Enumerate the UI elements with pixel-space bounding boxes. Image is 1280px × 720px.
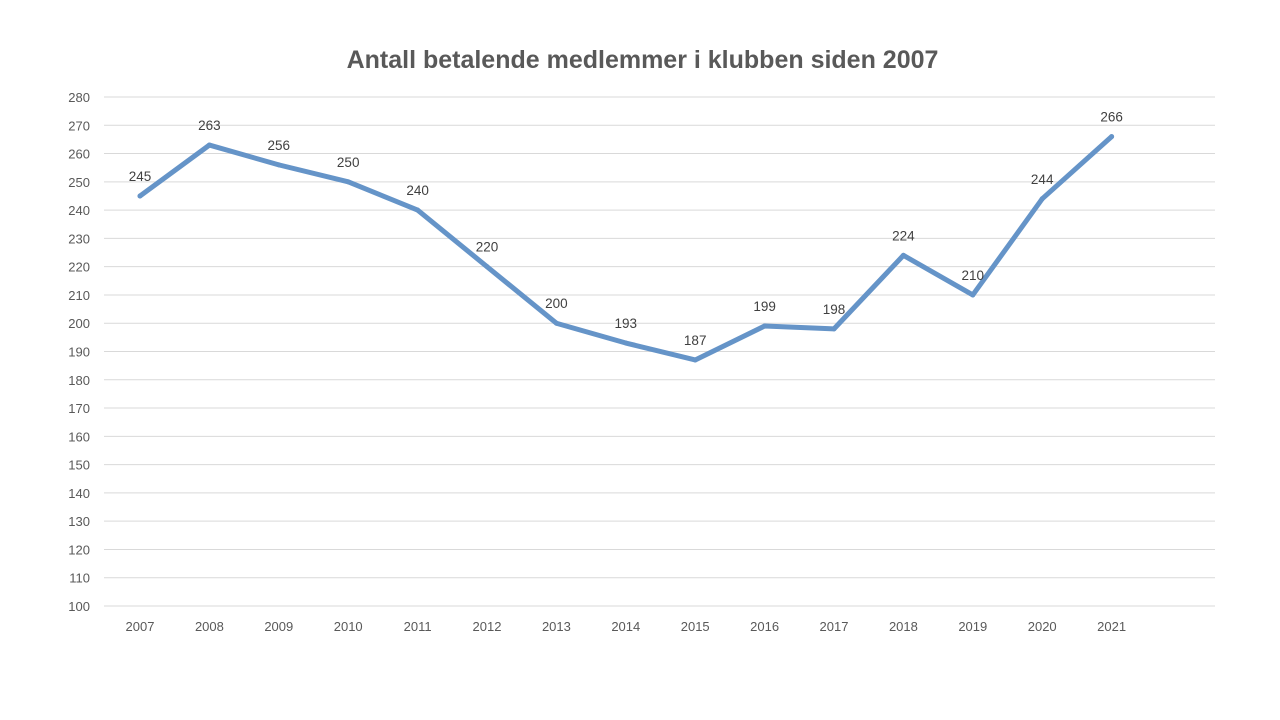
y-tick-label: 250 <box>68 175 90 190</box>
y-axis-ticks: 100 110 120 130 140 150 160 170 180 190 200 210 220 2… <box>68 90 90 614</box>
y-tick-label: 210 <box>68 288 90 303</box>
x-tick-label: 2008 <box>195 619 224 634</box>
data-point <box>623 340 629 346</box>
x-tick-label: 2018 <box>889 619 918 634</box>
data-label: 224 <box>892 228 915 243</box>
x-tick-label: 2020 <box>1028 619 1057 634</box>
data-point <box>553 320 559 326</box>
x-tick-label: 2019 <box>958 619 987 634</box>
data-point <box>206 142 212 148</box>
x-tick-label: 2009 <box>264 619 293 634</box>
x-tick-label: 2017 <box>820 619 849 634</box>
y-tick-label: 270 <box>68 118 90 133</box>
y-tick-label: 110 <box>69 571 90 586</box>
data-point <box>276 162 282 168</box>
data-point <box>484 264 490 270</box>
x-tick-label: 2010 <box>334 619 363 634</box>
y-tick-label: 150 <box>68 458 90 473</box>
chart-title: Antall betalende medlemmer i klubben sid… <box>346 46 939 74</box>
y-tick-label: 140 <box>68 486 90 501</box>
y-tick-label: 180 <box>68 373 90 388</box>
y-tick-label: 170 <box>68 401 90 416</box>
data-point <box>345 179 351 185</box>
y-tick-label: 100 <box>68 599 90 614</box>
data-point <box>415 207 421 213</box>
series-line <box>137 134 1115 363</box>
x-tick-label: 2012 <box>473 619 502 634</box>
x-tick-label: 2011 <box>404 619 432 634</box>
data-label: 256 <box>268 138 291 153</box>
data-point <box>137 193 143 199</box>
data-point <box>970 292 976 298</box>
data-label: 198 <box>823 302 846 317</box>
x-tick-label: 2021 <box>1097 619 1126 634</box>
data-point <box>900 252 906 258</box>
x-tick-label: 2013 <box>542 619 571 634</box>
y-tick-label: 130 <box>68 514 90 529</box>
data-point <box>831 326 837 332</box>
y-tick-label: 230 <box>68 231 90 246</box>
data-label: 244 <box>1031 172 1054 187</box>
x-tick-label: 2015 <box>681 619 710 634</box>
y-tick-label: 240 <box>68 203 90 218</box>
x-axis-ticks: 2007 2008 2009 2010 2011 2012 2013 2014 2015 2016… <box>126 619 1127 634</box>
x-tick-label: 2014 <box>611 619 640 634</box>
y-tick-label: 260 <box>68 147 90 162</box>
data-label: 200 <box>545 296 568 311</box>
y-tick-label: 160 <box>68 429 90 444</box>
data-label: 187 <box>684 333 707 348</box>
data-point <box>1039 196 1045 202</box>
y-tick-label: 190 <box>68 345 90 360</box>
y-tick-label: 120 <box>68 542 90 557</box>
y-tick-label: 220 <box>68 260 90 275</box>
data-label: 210 <box>962 268 985 283</box>
data-label: 220 <box>476 240 499 255</box>
data-label: 250 <box>337 155 360 170</box>
data-labels: 245 263 256 250 240 220 200 193 187 199 198 224 210 2… <box>129 110 1123 348</box>
y-tick-label: 280 <box>68 90 90 105</box>
data-label: 266 <box>1100 110 1123 125</box>
data-point <box>762 323 768 329</box>
data-point <box>1109 134 1115 140</box>
x-tick-label: 2007 <box>126 619 155 634</box>
x-tick-label: 2016 <box>750 619 779 634</box>
data-label: 199 <box>753 299 776 314</box>
data-point <box>692 357 698 363</box>
data-label: 245 <box>129 169 152 184</box>
data-label: 193 <box>615 316 638 331</box>
y-tick-label: 200 <box>68 316 90 331</box>
data-label: 263 <box>198 118 221 133</box>
data-label: 240 <box>406 183 429 198</box>
